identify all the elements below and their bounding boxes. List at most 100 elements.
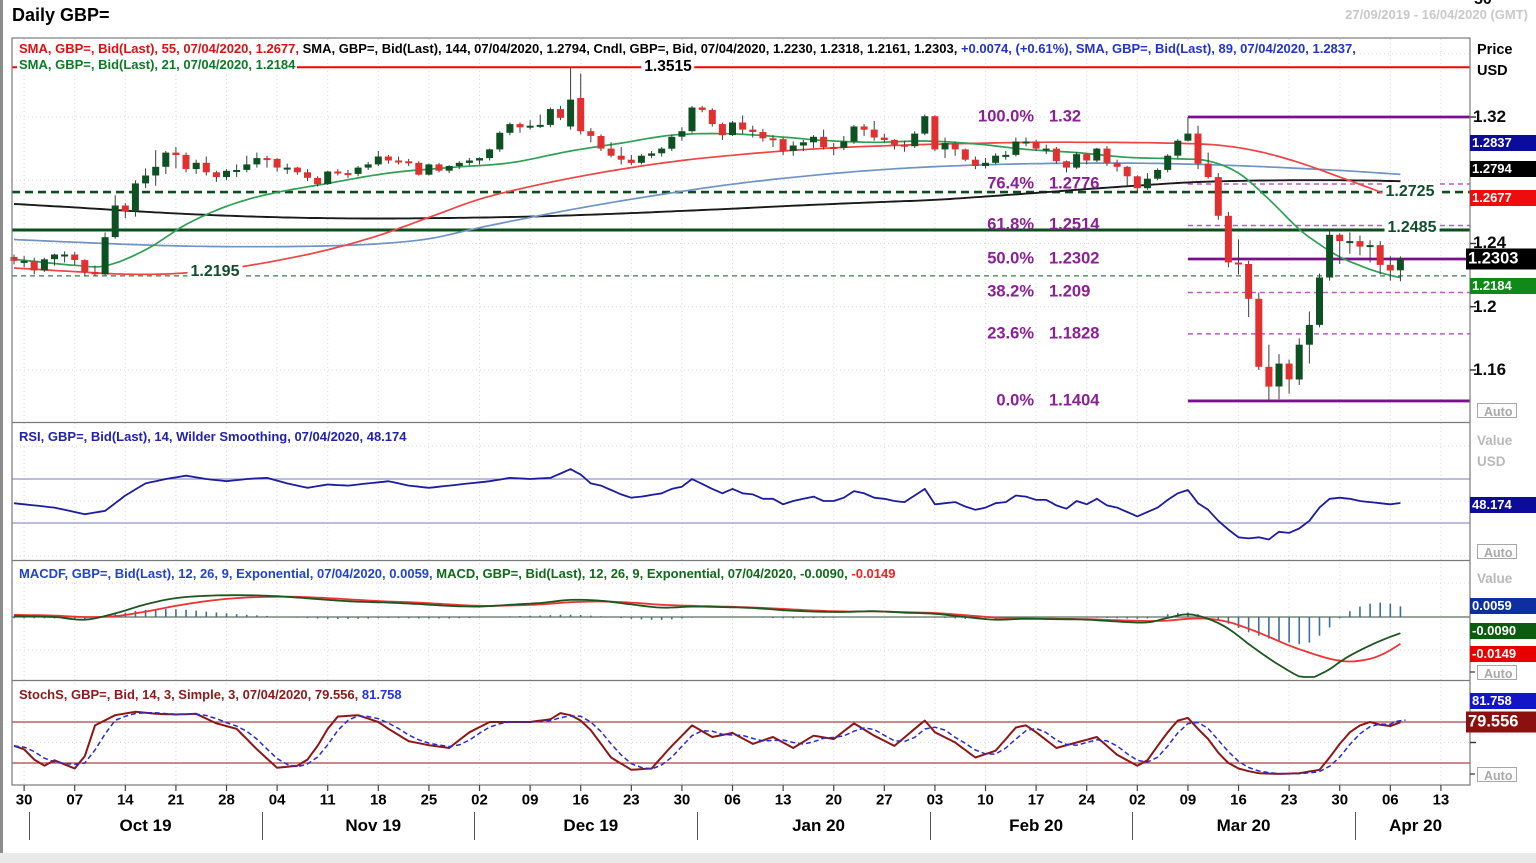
x-axis-day-label: 30 bbox=[673, 791, 691, 809]
x-axis-day-label: 23 bbox=[622, 791, 640, 809]
rsi-axis-title-value: Value bbox=[1477, 433, 1513, 448]
x-axis-day-label: 18 bbox=[369, 791, 387, 809]
page-title: Daily GBP= bbox=[12, 5, 110, 25]
date-range-label: 27/09/2019 - 16/04/2020 (GMT) bbox=[1345, 7, 1528, 22]
x-axis-day-label: 10 bbox=[977, 791, 994, 809]
x-axis-month-separator bbox=[1354, 812, 1356, 840]
stoch-value-badge: 79.556 bbox=[1466, 711, 1536, 733]
x-axis-month-separator bbox=[29, 812, 31, 840]
stoch-panel-legend: StochS, GBP=, Bid, 14, 3, Simple, 3, 07/… bbox=[17, 687, 404, 702]
macd-panel-legend: MACDF, GBP=, Bid(Last), 12, 26, 9, Expon… bbox=[17, 566, 898, 581]
x-axis-month-label: Mar 20 bbox=[1216, 816, 1271, 835]
fib-level-percent: 23.6% bbox=[987, 324, 1034, 343]
legend-segment: SMA, GBP=, Bid(Last), 55, 07/04/2020, 1.… bbox=[19, 41, 303, 56]
macd-value-badge: 0.0059 bbox=[1470, 598, 1536, 614]
x-axis-day-label: 30 bbox=[1331, 791, 1349, 809]
fib-level-price: 1.2776 bbox=[1049, 174, 1100, 193]
fib-level-label: 50.0% 1.2302 bbox=[950, 249, 1099, 268]
x-axis-day-label: 20 bbox=[825, 791, 843, 809]
fib-level-price: 1.2514 bbox=[1049, 215, 1100, 234]
x-axis-day-label: 17 bbox=[1027, 791, 1045, 809]
legend-segment: MACDF, GBP=, Bid(Last), 12, 26, 9, Expon… bbox=[19, 566, 437, 581]
october-low-annotation: 1.2195 bbox=[187, 263, 243, 281]
main-value-badge: 1.2677 bbox=[1470, 190, 1536, 206]
x-axis-month-label: Apr 20 bbox=[1389, 816, 1443, 835]
legend-segment: StochS, GBP=, Bid, 14, 3, Simple, 3, 07/… bbox=[19, 687, 362, 702]
main-value-badge: 1.2837 bbox=[1470, 135, 1536, 151]
legend-segment: +0.0074, (+0.61%), SMA, GBP=, Bid(Last),… bbox=[960, 41, 1356, 56]
price-axis-title: Price USD bbox=[1477, 40, 1512, 82]
fib-level-percent: 38.2% bbox=[987, 282, 1034, 301]
x-axis-month-label: Oct 19 bbox=[119, 816, 172, 835]
x-axis-day-label: 23 bbox=[1280, 791, 1298, 809]
stoch-axis-tick-50: 50 bbox=[1474, 0, 1492, 9]
main-panel-auto-scale-button[interactable]: Auto bbox=[1477, 403, 1517, 419]
high-level-annotation: 1.3515 bbox=[641, 58, 695, 76]
fib-level-percent: 50.0% bbox=[987, 249, 1034, 268]
fib-level-label: 38.2% 1.209 bbox=[950, 283, 1090, 302]
x-axis-day-label: 09 bbox=[1179, 791, 1197, 809]
price-axis-title-price: Price bbox=[1477, 42, 1513, 58]
fib-level-price: 1.1404 bbox=[1049, 391, 1100, 410]
rsi-axis-title: Value USD bbox=[1477, 430, 1512, 472]
fib-level-price: 1.1828 bbox=[1049, 324, 1100, 343]
macd-value-badge: -0.0149 bbox=[1470, 646, 1536, 662]
rsi-axis-title-currency: USD bbox=[1477, 454, 1506, 469]
x-axis-day-label: 28 bbox=[218, 791, 235, 809]
legend-segment: 81.758 bbox=[361, 687, 402, 702]
legend-segment: SMA, GBP=, Bid(Last), 144, 07/04/2020, 1… bbox=[302, 41, 961, 56]
rsi-panel-legend: RSI, GBP=, Bid(Last), 14, Wilder Smoothi… bbox=[17, 429, 409, 444]
x-axis-day-label: 04 bbox=[268, 791, 286, 809]
fib-level-price: 1.209 bbox=[1049, 282, 1091, 301]
stoch-panel-auto-scale-button[interactable]: Auto bbox=[1477, 767, 1517, 783]
price-axis-tick-label: 1.24 bbox=[1473, 233, 1507, 253]
macd-value-badge: -0.0090 bbox=[1470, 623, 1536, 639]
fib-level-label: 61.8% 1.2514 bbox=[950, 216, 1099, 235]
x-axis-day-label: 09 bbox=[521, 791, 539, 809]
x-axis-month-separator bbox=[929, 812, 931, 840]
fib-level-price: 1.32 bbox=[1049, 107, 1082, 126]
x-axis-day-label: 11 bbox=[319, 791, 336, 809]
x-axis-month-label: Jan 20 bbox=[792, 816, 845, 835]
x-axis-day-label: 13 bbox=[1432, 791, 1450, 809]
stoch-value-badge: 81.758 bbox=[1470, 693, 1536, 709]
rsi-panel-auto-scale-button[interactable]: Auto bbox=[1477, 544, 1517, 560]
resistance-1-2725-annotation: 1.2725 bbox=[1382, 183, 1438, 201]
x-axis-day-label: 24 bbox=[1078, 791, 1096, 809]
x-axis-month-label: Feb 20 bbox=[1009, 816, 1064, 835]
x-axis-day-label: 06 bbox=[1381, 791, 1399, 809]
fib-level-price: 1.2302 bbox=[1049, 249, 1100, 268]
x-axis-month-separator bbox=[474, 812, 476, 840]
fib-level-label: 76.4% 1.2776 bbox=[950, 175, 1099, 194]
main-chart-legend-line1: SMA, GBP=, Bid(Last), 55, 07/04/2020, 1.… bbox=[17, 41, 1358, 56]
x-axis-month-separator bbox=[697, 812, 699, 840]
fib-level-label: 0.0% 1.1404 bbox=[950, 391, 1099, 410]
x-axis-month-label: Dec 19 bbox=[563, 816, 619, 835]
legend-segment: SMA, GBP=, Bid(Last), 21, 07/04/2020, 1.… bbox=[19, 57, 296, 72]
legend-segment: MACD, GBP=, Bid(Last), 12, 26, 9, Expone… bbox=[436, 566, 852, 581]
x-axis-day-label: 30 bbox=[15, 791, 33, 809]
price-axis-tick-label: 1.16 bbox=[1473, 359, 1507, 379]
x-axis-day-label: 16 bbox=[572, 791, 590, 809]
fib-level-percent: 0.0% bbox=[996, 391, 1034, 410]
resistance-1-2485-annotation: 1.2485 bbox=[1384, 219, 1440, 237]
price-axis-title-currency: USD bbox=[1477, 63, 1508, 79]
x-axis-day-label: 14 bbox=[116, 791, 134, 809]
macd-axis-title-value: Value bbox=[1477, 571, 1513, 586]
x-axis-day-label: 27 bbox=[875, 791, 893, 809]
legend-segment: -0.0149 bbox=[851, 566, 896, 581]
rsi-value-badge: 48.174 bbox=[1470, 497, 1536, 513]
fib-level-label: 100.0% 1.32 bbox=[950, 108, 1081, 127]
main-chart-legend-line2: SMA, GBP=, Bid(Last), 21, 07/04/2020, 1.… bbox=[17, 57, 298, 72]
macd-panel-auto-scale-button[interactable]: Auto bbox=[1477, 665, 1517, 681]
x-axis-day-label: 02 bbox=[471, 791, 488, 809]
x-axis-day-label: 21 bbox=[167, 791, 185, 809]
fib-level-percent: 76.4% bbox=[987, 174, 1034, 193]
main-value-badge: 1.2184 bbox=[1470, 278, 1536, 294]
x-axis-day-label: 03 bbox=[926, 791, 944, 809]
x-axis-day-label: 07 bbox=[66, 791, 84, 809]
x-axis-day-label: 06 bbox=[724, 791, 741, 809]
fib-level-percent: 61.8% bbox=[987, 215, 1034, 234]
price-axis-tick-label: 1.2 bbox=[1473, 296, 1497, 316]
